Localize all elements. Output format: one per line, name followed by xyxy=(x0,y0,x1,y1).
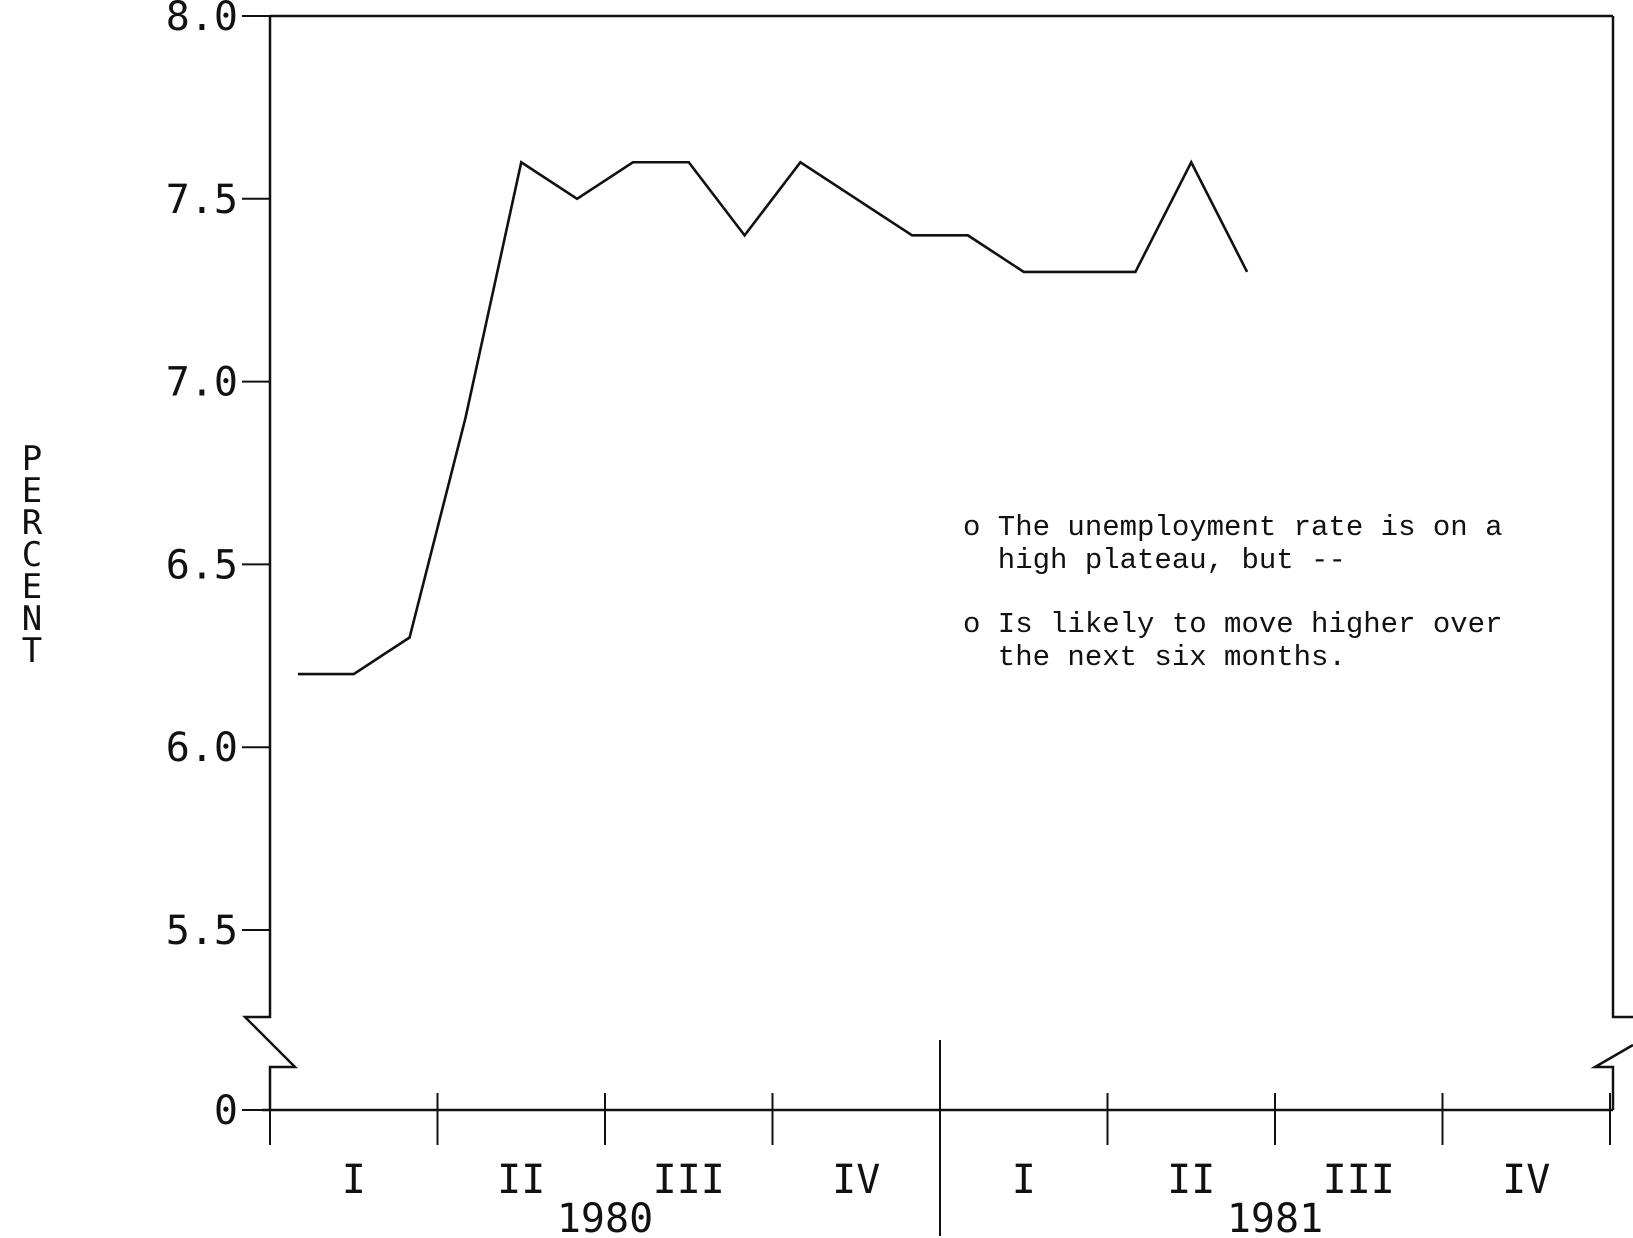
y-axis-label-letter: C xyxy=(22,535,42,575)
annotation-line: the next six months. xyxy=(963,641,1346,674)
annotation-notes: o The unemployment rate is on a high pla… xyxy=(963,511,1503,674)
y-tick-label: 7.0 xyxy=(166,360,238,406)
y-tick-label: 0 xyxy=(214,1088,238,1134)
right-border xyxy=(1611,16,1633,1019)
y-axis-label-letter: R xyxy=(22,503,43,543)
right-axis-break xyxy=(1590,1043,1633,1110)
y-axis-label-letter: N xyxy=(22,599,42,639)
annotation-line: high plateau, but -- xyxy=(963,544,1346,577)
y-axis-label-letter: E xyxy=(22,567,42,607)
y-tick-label: 6.5 xyxy=(166,542,238,588)
series-layer xyxy=(297,159,1249,676)
quarter-label: II xyxy=(1167,1157,1215,1203)
y-tick-label: 7.5 xyxy=(166,177,238,223)
annotation-line: o The unemployment rate is on a xyxy=(963,511,1503,544)
y-tick-label: 5.5 xyxy=(166,908,238,954)
left-axis-upper xyxy=(241,16,299,1110)
quarter-label: II xyxy=(497,1157,545,1203)
quarter-label: III xyxy=(653,1157,725,1203)
quarter-label: I xyxy=(1012,1157,1036,1203)
year-label: 1980 xyxy=(557,1196,653,1238)
quarter-label: III xyxy=(1323,1157,1395,1203)
y-axis-label-letter: E xyxy=(22,471,42,511)
y-tick-label: 6.0 xyxy=(166,725,238,771)
y-axis-ticks: 8.0 7.5 7.0 6.5 6.0 5.5 0 xyxy=(166,0,270,1134)
y-axis-label-letter: P xyxy=(22,439,42,479)
quarter-label: IV xyxy=(1502,1157,1550,1203)
y-axis-label-letter: T xyxy=(22,631,42,671)
year-label: 1981 xyxy=(1227,1196,1323,1238)
unemployment-rate-line xyxy=(297,159,1249,676)
y-tick-label: 8.0 xyxy=(166,0,238,40)
quarter-label: IV xyxy=(832,1157,880,1203)
quarter-label: I xyxy=(342,1157,366,1203)
annotation-line: o Is likely to move higher over xyxy=(963,608,1503,641)
